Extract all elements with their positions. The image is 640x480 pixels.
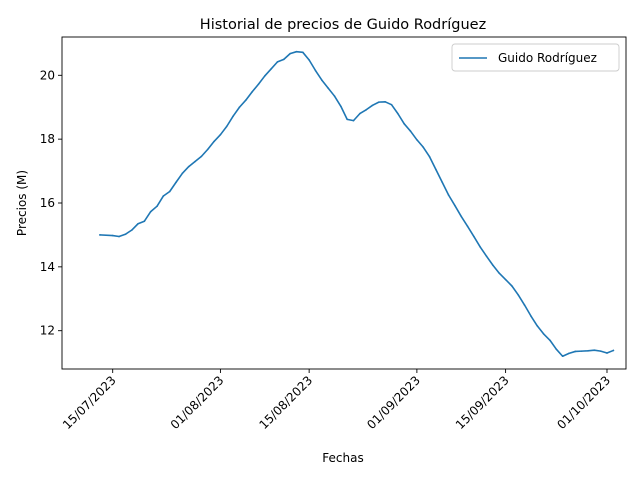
data-point [359,112,361,115]
data-point [485,255,488,258]
y-tick-label: 20 [40,68,55,82]
data-point [111,234,114,237]
data-point [206,148,209,151]
data-point [599,350,602,352]
data-point [308,59,310,61]
data-point [302,51,304,54]
data-point [441,181,444,184]
data-point [314,69,317,72]
data-point [428,155,431,158]
data-point [175,181,177,184]
plot-area [62,37,626,369]
data-point [479,246,482,248]
data-point [517,294,520,296]
data-point [454,204,456,207]
data-point [612,349,615,352]
data-point [587,350,589,352]
data-point [492,264,494,267]
data-point [549,339,551,342]
data-point [187,165,190,168]
data-point [238,106,241,109]
data-point [447,194,450,196]
data-point [460,215,463,218]
data-point [194,160,196,163]
data-point [270,68,272,70]
y-axis-title: Precios (M) [15,170,29,236]
data-point [276,61,279,63]
data-point [593,349,596,351]
data-point [99,234,101,236]
data-points [99,50,615,358]
y-axis: 12 14 16 18 20 [40,68,62,338]
data-point [162,195,165,197]
data-point [143,220,146,222]
data-point [397,112,399,115]
y-tick-label: 14 [40,260,55,274]
data-point [365,108,367,111]
data-point [409,130,412,132]
data-point [130,229,133,231]
data-point [523,304,526,306]
data-point [561,355,564,358]
data-point [580,350,583,352]
data-point [536,325,539,327]
data-point [498,272,501,275]
plot-frame [61,36,627,370]
data-point [422,146,425,148]
data-point [156,205,158,207]
legend-label: Guido Rodríguez [498,51,597,65]
data-point [251,91,253,93]
data-point [181,172,184,175]
data-point [606,352,608,354]
data-point [244,99,247,102]
data-point [168,190,171,193]
data-point [390,103,393,106]
data-point [568,352,570,355]
data-point [225,125,228,128]
data-point [352,119,355,122]
data-point [333,95,336,97]
data-point [295,50,298,53]
legend: Guido Rodríguez [451,43,620,72]
x-axis-title: Fechas [322,451,363,465]
data-point [137,222,139,225]
data-point [340,105,342,108]
data-point [542,333,545,335]
data-point [371,104,374,107]
data-point [530,315,532,317]
legend-box [451,43,620,72]
data-point [118,235,120,238]
data-point [378,101,380,103]
data-point [555,348,558,351]
data-point [574,350,577,353]
data-point [200,155,203,158]
data-point [289,52,291,55]
y-tick-label: 12 [40,324,55,338]
data-point [473,235,475,238]
y-tick-label: 18 [40,132,55,146]
data-point [263,75,266,77]
data-point [232,115,234,117]
data-point [511,285,513,287]
data-point [213,140,215,143]
data-point [416,138,418,141]
data-point [466,225,469,228]
data-point [403,123,406,125]
data-point [435,168,437,171]
data-point [219,133,222,136]
data-point [283,58,285,61]
data-point [321,79,323,81]
y-tick-label: 16 [40,196,55,210]
data-point [384,101,386,103]
data-point [504,278,507,281]
data-point [124,233,127,236]
data-point [327,87,329,89]
data-point [257,83,260,86]
data-point [149,210,152,213]
chart-title: Historial de precios de Guido Rodríguez [200,17,486,33]
data-point [346,118,348,121]
